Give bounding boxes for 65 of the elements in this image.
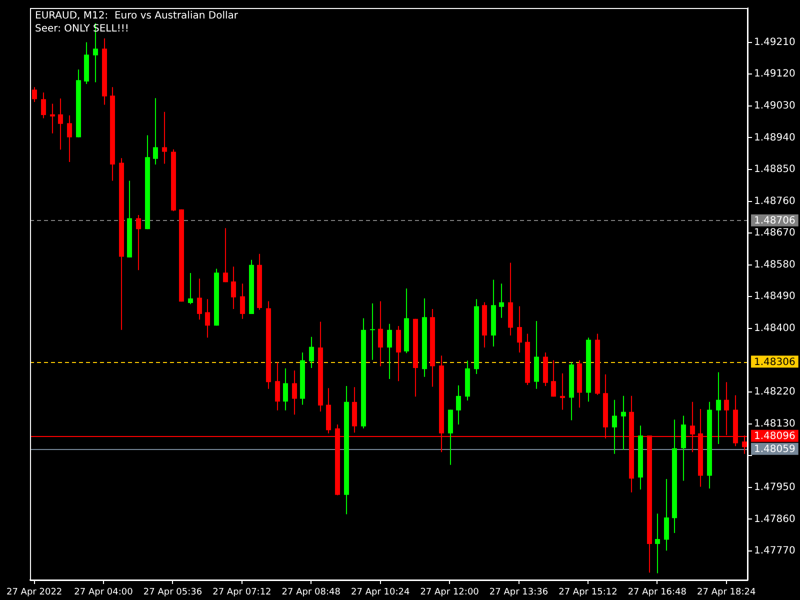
candlestick bbox=[136, 214, 141, 271]
candlestick bbox=[370, 302, 375, 360]
candlestick bbox=[448, 409, 453, 466]
x-tick-label: 27 Apr 08:48 bbox=[282, 588, 341, 598]
y-tick-label: 1.48220 bbox=[754, 386, 796, 398]
candlestick bbox=[32, 86, 37, 102]
ref-line-label: 1.48059 bbox=[754, 444, 796, 456]
candlestick bbox=[188, 272, 193, 305]
x-tick-label: 27 Apr 05:36 bbox=[143, 588, 202, 598]
x-tick-label: 27 Apr 18:24 bbox=[697, 588, 756, 598]
y-tick-label: 1.48580 bbox=[754, 259, 796, 270]
candlestick bbox=[664, 478, 669, 552]
annotation: EURAUD, M12: Euro vs Australian Dollar bbox=[35, 10, 239, 22]
ref-line-label: 1.48706 bbox=[754, 215, 796, 226]
y-tick-label: 1.47860 bbox=[754, 514, 796, 525]
candlestick bbox=[309, 336, 314, 369]
candlestick bbox=[162, 111, 167, 164]
ref-line-label: 1.48306 bbox=[754, 356, 796, 368]
candlestick bbox=[283, 368, 288, 411]
candlestick bbox=[205, 298, 210, 338]
x-tick-label: 27 Apr 16:48 bbox=[628, 588, 687, 598]
candlestick bbox=[292, 370, 297, 416]
candlestick bbox=[456, 384, 461, 426]
candlestick bbox=[716, 372, 721, 444]
candlestick bbox=[275, 362, 280, 411]
x-tick-label: 27 Apr 2022 bbox=[6, 588, 62, 598]
y-tick-label: 1.48760 bbox=[754, 196, 796, 207]
y-tick-label: 1.48490 bbox=[754, 291, 796, 302]
candlestick bbox=[396, 325, 401, 382]
y-tick-label: 1.49210 bbox=[754, 36, 796, 48]
x-tick-label: 27 Apr 07:12 bbox=[212, 588, 272, 598]
x-tick-label: 27 Apr 13:36 bbox=[489, 588, 548, 598]
candlestick bbox=[58, 98, 63, 150]
candlestick bbox=[378, 300, 383, 367]
x-tick-label: 27 Apr 04:00 bbox=[74, 588, 134, 598]
candlestick bbox=[655, 513, 660, 574]
y-tick-label: 1.47770 bbox=[754, 546, 796, 557]
x-tick-label: 27 Apr 10:24 bbox=[351, 588, 410, 598]
candlestick bbox=[153, 98, 158, 166]
x-tick-label: 27 Apr 12:00 bbox=[420, 588, 480, 598]
candlestick bbox=[231, 266, 236, 310]
ref-line-label: 1.48096 bbox=[754, 430, 796, 442]
candlestick bbox=[560, 372, 565, 410]
y-tick-label: 1.47950 bbox=[754, 482, 796, 494]
y-tick-label: 1.49120 bbox=[754, 68, 796, 80]
y-tick-label: 1.48130 bbox=[754, 418, 796, 430]
y-tick-label: 1.48850 bbox=[754, 164, 796, 176]
x-tick-label: 27 Apr 15:12 bbox=[558, 588, 618, 598]
candlestick bbox=[499, 283, 504, 318]
candlestick bbox=[621, 395, 626, 450]
candlestick bbox=[681, 415, 686, 482]
candlestick bbox=[223, 228, 228, 283]
candlestick bbox=[551, 360, 556, 398]
candlestick bbox=[67, 114, 72, 163]
candlestick bbox=[41, 92, 46, 119]
y-tick-label: 1.48670 bbox=[754, 228, 796, 239]
candlestick bbox=[387, 323, 392, 380]
candlestick bbox=[240, 283, 245, 320]
candlestick bbox=[50, 103, 55, 134]
y-tick-label: 1.48940 bbox=[754, 132, 796, 144]
y-tick-label: 1.49030 bbox=[754, 100, 796, 112]
y-tick-label: 1.48400 bbox=[754, 323, 796, 334]
candlestick bbox=[197, 278, 202, 320]
candlestick bbox=[517, 306, 522, 353]
candlestick bbox=[612, 399, 617, 454]
